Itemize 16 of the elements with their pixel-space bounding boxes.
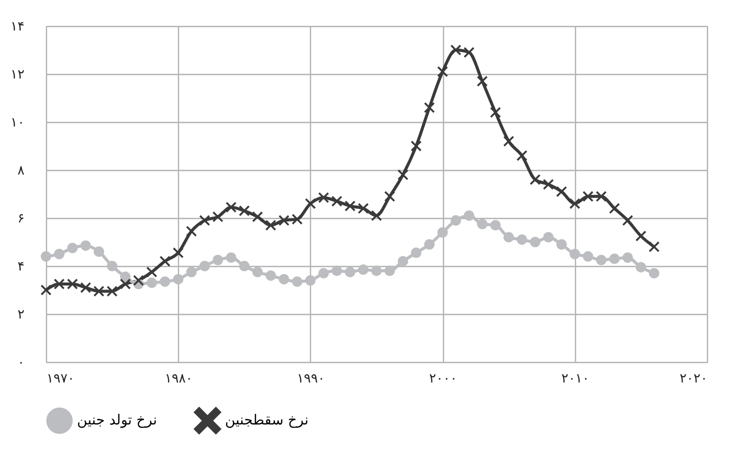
y-tick-label: ۶ <box>18 212 24 226</box>
y-tick-label: ۲ <box>18 308 25 322</box>
y-tick-label: ۱۴ <box>10 20 25 34</box>
y-tick-label: ۱۰ <box>10 116 24 130</box>
x-tick-label: ۱۹۹۰ <box>296 372 325 386</box>
legend-label: نرخ تولد جنین <box>77 412 158 429</box>
x-tick-label: ۱۹۷۰ <box>46 372 74 386</box>
y-tick-label: ۸ <box>18 164 25 178</box>
y-tick-label: ۰ <box>18 356 24 370</box>
x-tick-label: ۱۹۸۰ <box>164 372 193 386</box>
x-tick-label: ۲۰۱۰ <box>561 372 590 386</box>
y-tick-label: ۴ <box>18 260 25 274</box>
x-tick-label: ۲۰۲۰ <box>680 372 708 386</box>
legend-label: نرخ سقطجنین <box>225 412 309 429</box>
x-tick-label: ۲۰۰۰ <box>429 372 458 386</box>
y-tick-label: ۱۲ <box>10 68 25 82</box>
